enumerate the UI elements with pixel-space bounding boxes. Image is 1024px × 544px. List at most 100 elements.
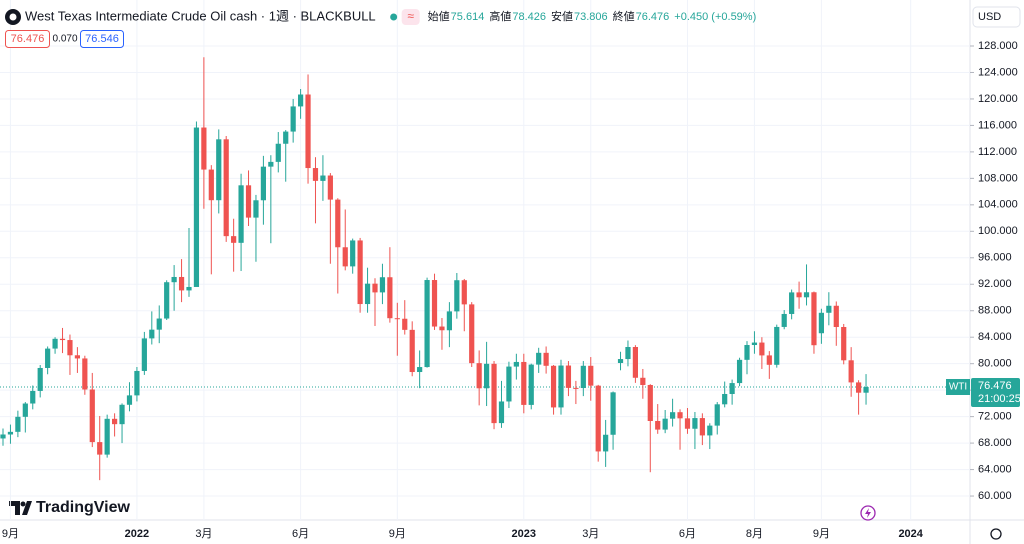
candle-body bbox=[714, 404, 720, 426]
currency-button[interactable] bbox=[972, 6, 1021, 28]
candle-body bbox=[89, 389, 95, 443]
y-tick-label: 100.000 bbox=[978, 225, 1018, 237]
symbol-tag-bg bbox=[946, 378, 970, 395]
candle-body bbox=[171, 276, 177, 283]
candle-body bbox=[156, 318, 162, 330]
ohlc-value: 75.614 bbox=[451, 11, 485, 23]
candle-body bbox=[149, 329, 155, 339]
candle-body bbox=[97, 442, 103, 455]
candle-body bbox=[312, 168, 319, 181]
candle-body bbox=[744, 345, 750, 360]
candle-body bbox=[677, 412, 683, 419]
symbol-tag: WTI bbox=[949, 382, 967, 393]
candle-body bbox=[461, 280, 467, 305]
candle-body bbox=[491, 363, 497, 424]
candle-body bbox=[283, 131, 289, 144]
ohlc-value: 73.806 bbox=[574, 11, 608, 23]
candle-body bbox=[670, 412, 676, 419]
x-tick-label: 9月 bbox=[389, 528, 406, 540]
x-tick-label: 3月 bbox=[582, 528, 599, 540]
event-icon[interactable] bbox=[860, 505, 876, 521]
candle-body bbox=[164, 282, 170, 319]
candle-body bbox=[364, 283, 371, 305]
candle-body bbox=[52, 338, 58, 349]
candle-body bbox=[632, 346, 638, 378]
candle-body bbox=[856, 382, 862, 393]
y-tick-label: 124.000 bbox=[978, 66, 1018, 78]
candle-body bbox=[134, 370, 140, 396]
candle-body bbox=[290, 106, 296, 132]
candle-body bbox=[536, 352, 542, 365]
candle-body bbox=[573, 387, 579, 389]
candle-body bbox=[506, 366, 512, 402]
x-tick-label: 2023 bbox=[512, 528, 536, 540]
ask-box bbox=[80, 30, 124, 48]
candle-body bbox=[67, 340, 73, 356]
currency[interactable]: USD bbox=[978, 11, 1001, 23]
candle-body bbox=[82, 358, 88, 390]
candle-body bbox=[759, 342, 765, 356]
candle-body bbox=[0, 434, 6, 439]
y-tick-label: 116.000 bbox=[978, 119, 1017, 131]
ask: 76.546 bbox=[85, 33, 119, 45]
candle-body bbox=[863, 386, 869, 393]
candle-body bbox=[446, 311, 452, 331]
candle-body bbox=[30, 390, 36, 404]
candle-body bbox=[253, 200, 259, 218]
grid bbox=[0, 0, 970, 520]
spread: 0.070 bbox=[52, 34, 77, 45]
candle-body bbox=[781, 313, 787, 327]
candle-body bbox=[736, 359, 743, 384]
candle-body bbox=[74, 355, 80, 359]
y-tick-label: 64.000 bbox=[978, 463, 1012, 475]
candle-body bbox=[722, 393, 728, 405]
candle-body bbox=[707, 425, 713, 436]
candle-body bbox=[320, 175, 326, 181]
ohlc-value: 78.426 bbox=[512, 11, 546, 23]
candle-body bbox=[439, 326, 445, 331]
candle-body bbox=[588, 365, 594, 386]
candle-body bbox=[268, 161, 274, 167]
candle-body bbox=[342, 247, 348, 267]
brand-logo bbox=[9, 501, 32, 515]
candle-body bbox=[647, 384, 653, 421]
candle-body bbox=[7, 431, 14, 435]
ohlc-label: 終値 bbox=[613, 9, 635, 23]
candle-body bbox=[119, 404, 125, 425]
candle-body bbox=[498, 401, 505, 424]
candle-body bbox=[476, 363, 482, 389]
candle-body bbox=[231, 236, 237, 243]
y-tick-label: 112.000 bbox=[978, 146, 1017, 158]
candle-body bbox=[625, 346, 631, 360]
settings-icon[interactable] bbox=[990, 528, 1002, 540]
y-tick-label: 80.000 bbox=[978, 358, 1012, 370]
candle-body bbox=[37, 367, 43, 391]
y-tick-label: 92.000 bbox=[978, 278, 1012, 290]
candle-body bbox=[350, 240, 356, 267]
candle-body bbox=[766, 355, 772, 365]
bid-box bbox=[5, 30, 50, 48]
candle-body bbox=[126, 395, 133, 405]
candle-body bbox=[603, 434, 609, 452]
candle-body bbox=[201, 127, 207, 170]
badge-icon: ≈ bbox=[407, 9, 414, 23]
candle-body bbox=[789, 292, 795, 314]
candle-body bbox=[431, 280, 438, 327]
candle-body bbox=[298, 94, 304, 107]
candle-body bbox=[617, 359, 624, 364]
x-tick-label: 6月 bbox=[292, 528, 309, 540]
candle-body bbox=[424, 280, 430, 368]
y-tick-label: 108.000 bbox=[978, 172, 1018, 184]
candle-body bbox=[327, 175, 333, 200]
symbol-icon-inner bbox=[9, 13, 17, 21]
change: +0.450 (+0.59%) bbox=[674, 11, 756, 23]
brand: TradingView bbox=[36, 499, 131, 516]
candle-body bbox=[417, 367, 423, 373]
x-tick-label: 3月 bbox=[195, 528, 212, 540]
candle-body bbox=[260, 166, 266, 201]
candle-body bbox=[402, 318, 408, 330]
market-status bbox=[390, 13, 398, 21]
candle-body bbox=[699, 418, 705, 436]
candle-body bbox=[216, 139, 222, 201]
x-tick-label: 9月 bbox=[2, 528, 19, 540]
